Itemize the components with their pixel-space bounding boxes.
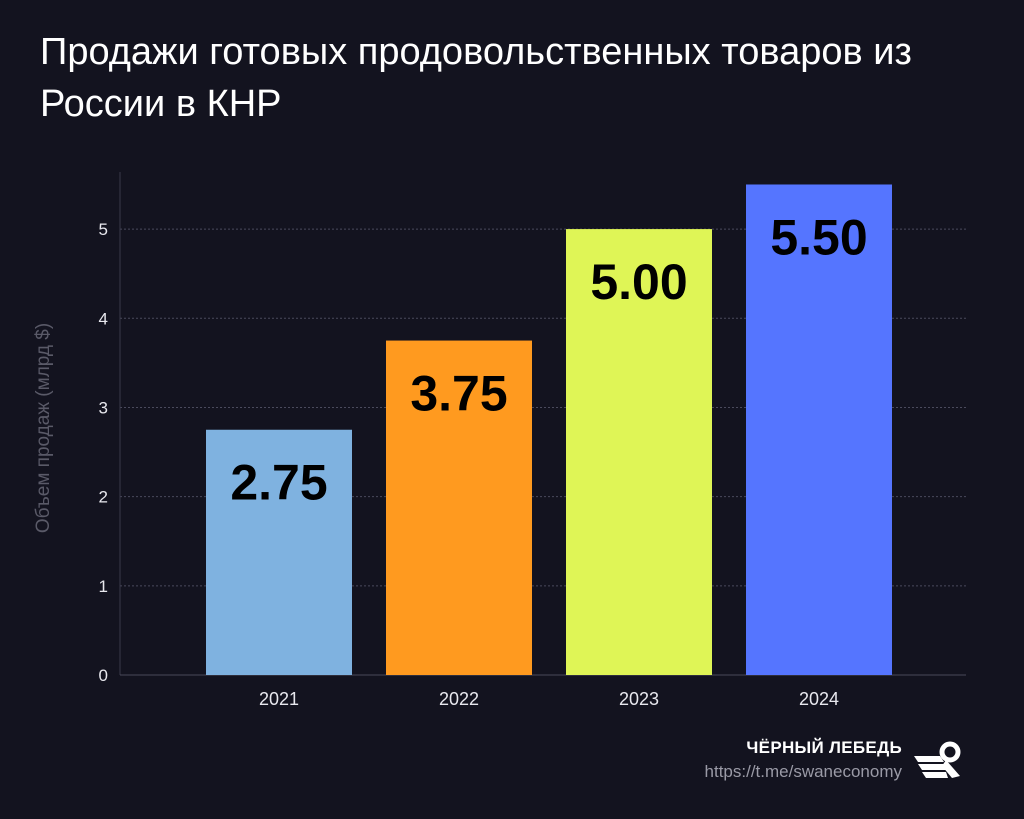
chart-title: Продажи готовых продовольственных товаро… <box>40 31 912 125</box>
y-tick-label: 0 <box>99 666 108 685</box>
swan-logo-icon <box>914 741 961 778</box>
y-axis-label: Объем продаж (млрд $) <box>33 323 54 533</box>
x-tick-label: 2023 <box>619 689 659 709</box>
bar-value-label: 2.75 <box>230 455 327 511</box>
bar-2023 <box>566 229 712 676</box>
bar-2022 <box>386 340 532 675</box>
brand-url[interactable]: https://t.me/swaneconomy <box>704 762 902 781</box>
brand-name: ЧЁРНЫЙ ЛЕБЕДЬ <box>746 738 902 757</box>
bar-value-label: 5.00 <box>590 254 687 310</box>
bar-2021 <box>206 429 352 675</box>
bar-value-label: 3.75 <box>410 366 507 422</box>
bar-value-label: 5.50 <box>770 209 867 265</box>
y-tick-label: 4 <box>99 309 108 328</box>
y-tick-label: 3 <box>99 398 108 417</box>
bar-2024 <box>746 184 892 675</box>
y-tick-label: 2 <box>99 488 108 507</box>
y-tick-label: 1 <box>99 577 108 596</box>
y-tick-label: 5 <box>99 220 108 239</box>
brand-block: ЧЁРНЫЙ ЛЕБЕДЬ https://t.me/swaneconomy <box>705 738 902 782</box>
x-tick-label: 2022 <box>439 689 479 709</box>
x-tick-label: 2021 <box>259 689 299 709</box>
x-tick-label: 2024 <box>799 689 839 709</box>
